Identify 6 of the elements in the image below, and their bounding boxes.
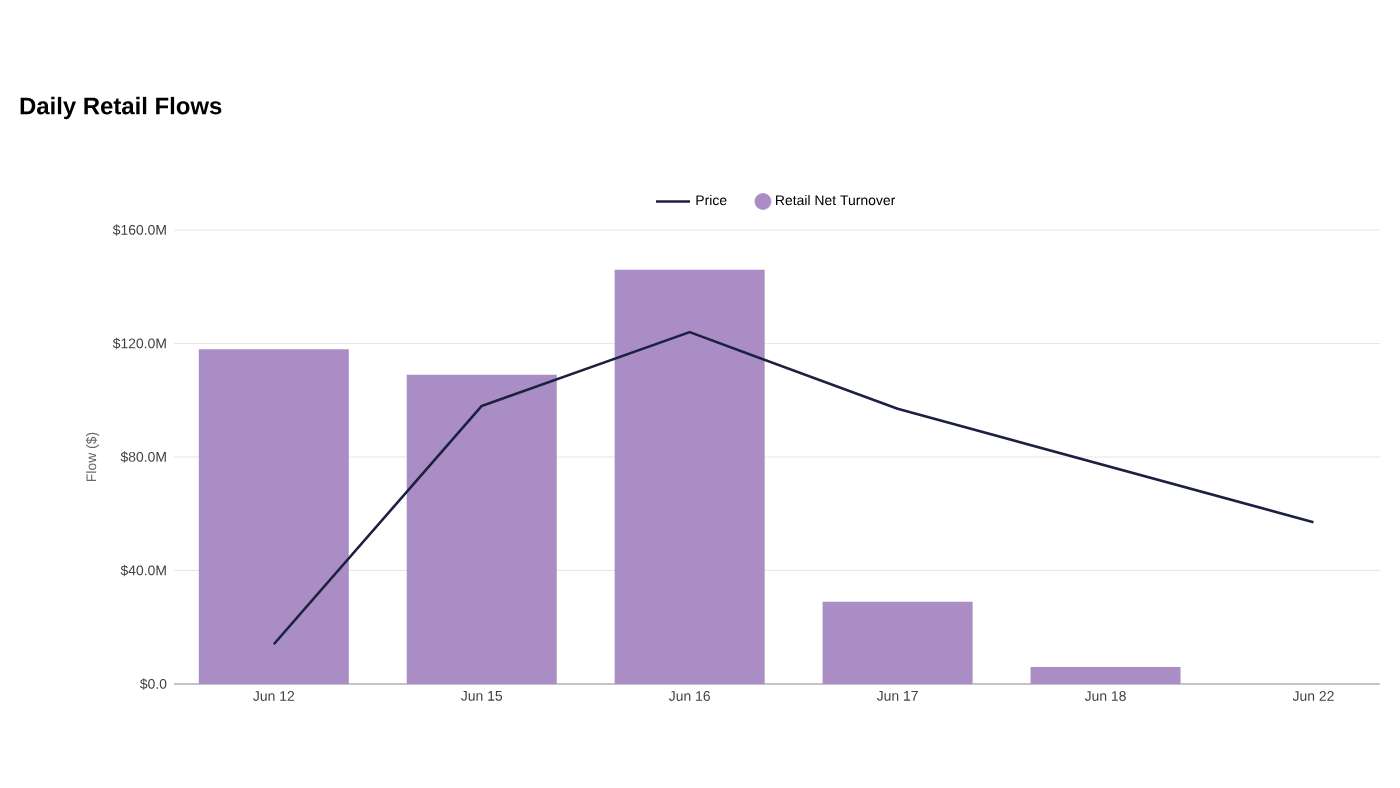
- bar: [406, 374, 557, 684]
- bar: [614, 269, 765, 684]
- bar: [822, 601, 973, 684]
- bar: [1030, 666, 1181, 684]
- chart-title: Daily Retail Flows: [20, 96, 222, 120]
- bar: [198, 349, 349, 684]
